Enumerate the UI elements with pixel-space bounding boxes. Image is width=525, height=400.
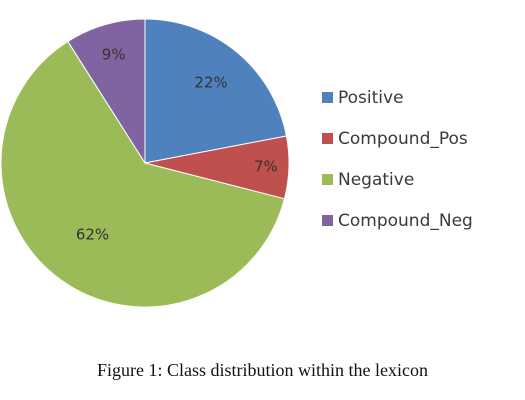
legend-item-compound-pos: Compound_Pos xyxy=(322,127,522,150)
pie-slice-negative xyxy=(0,40,286,308)
pie-slice-positive xyxy=(144,18,288,164)
legend-item-negative: Negative xyxy=(322,168,522,191)
legend-label-compound-neg: Compound_Neg xyxy=(338,210,473,231)
legend-label-negative: Negative xyxy=(338,169,415,190)
legend-item-compound-neg: Compound_Neg xyxy=(322,209,522,232)
legend-swatch-positive xyxy=(322,92,333,103)
pie-chart: 22% 7% 62% 9% xyxy=(0,18,290,308)
legend-swatch-negative xyxy=(322,174,333,185)
legend-item-positive: Positive xyxy=(322,86,522,109)
pie-label-negative: 62% xyxy=(76,226,109,244)
pie-slices xyxy=(0,18,290,308)
legend-label-compound-pos: Compound_Pos xyxy=(338,128,468,149)
pie-label-positive: 22% xyxy=(194,74,227,92)
pie-slice-compound-neg xyxy=(67,18,146,165)
legend-swatch-compound-pos xyxy=(322,133,333,144)
legend-label-positive: Positive xyxy=(338,87,404,108)
pie-slice-labels: 22% 7% 62% 9% xyxy=(76,46,278,244)
legend-swatch-compound-neg xyxy=(322,215,333,226)
legend: Positive Compound_Pos Negative Compound_… xyxy=(322,86,522,250)
pie-label-compound-neg: 9% xyxy=(102,46,126,64)
figure-caption: Figure 1: Class distribution within the … xyxy=(97,360,428,380)
pie-label-compound-pos: 7% xyxy=(254,157,278,175)
